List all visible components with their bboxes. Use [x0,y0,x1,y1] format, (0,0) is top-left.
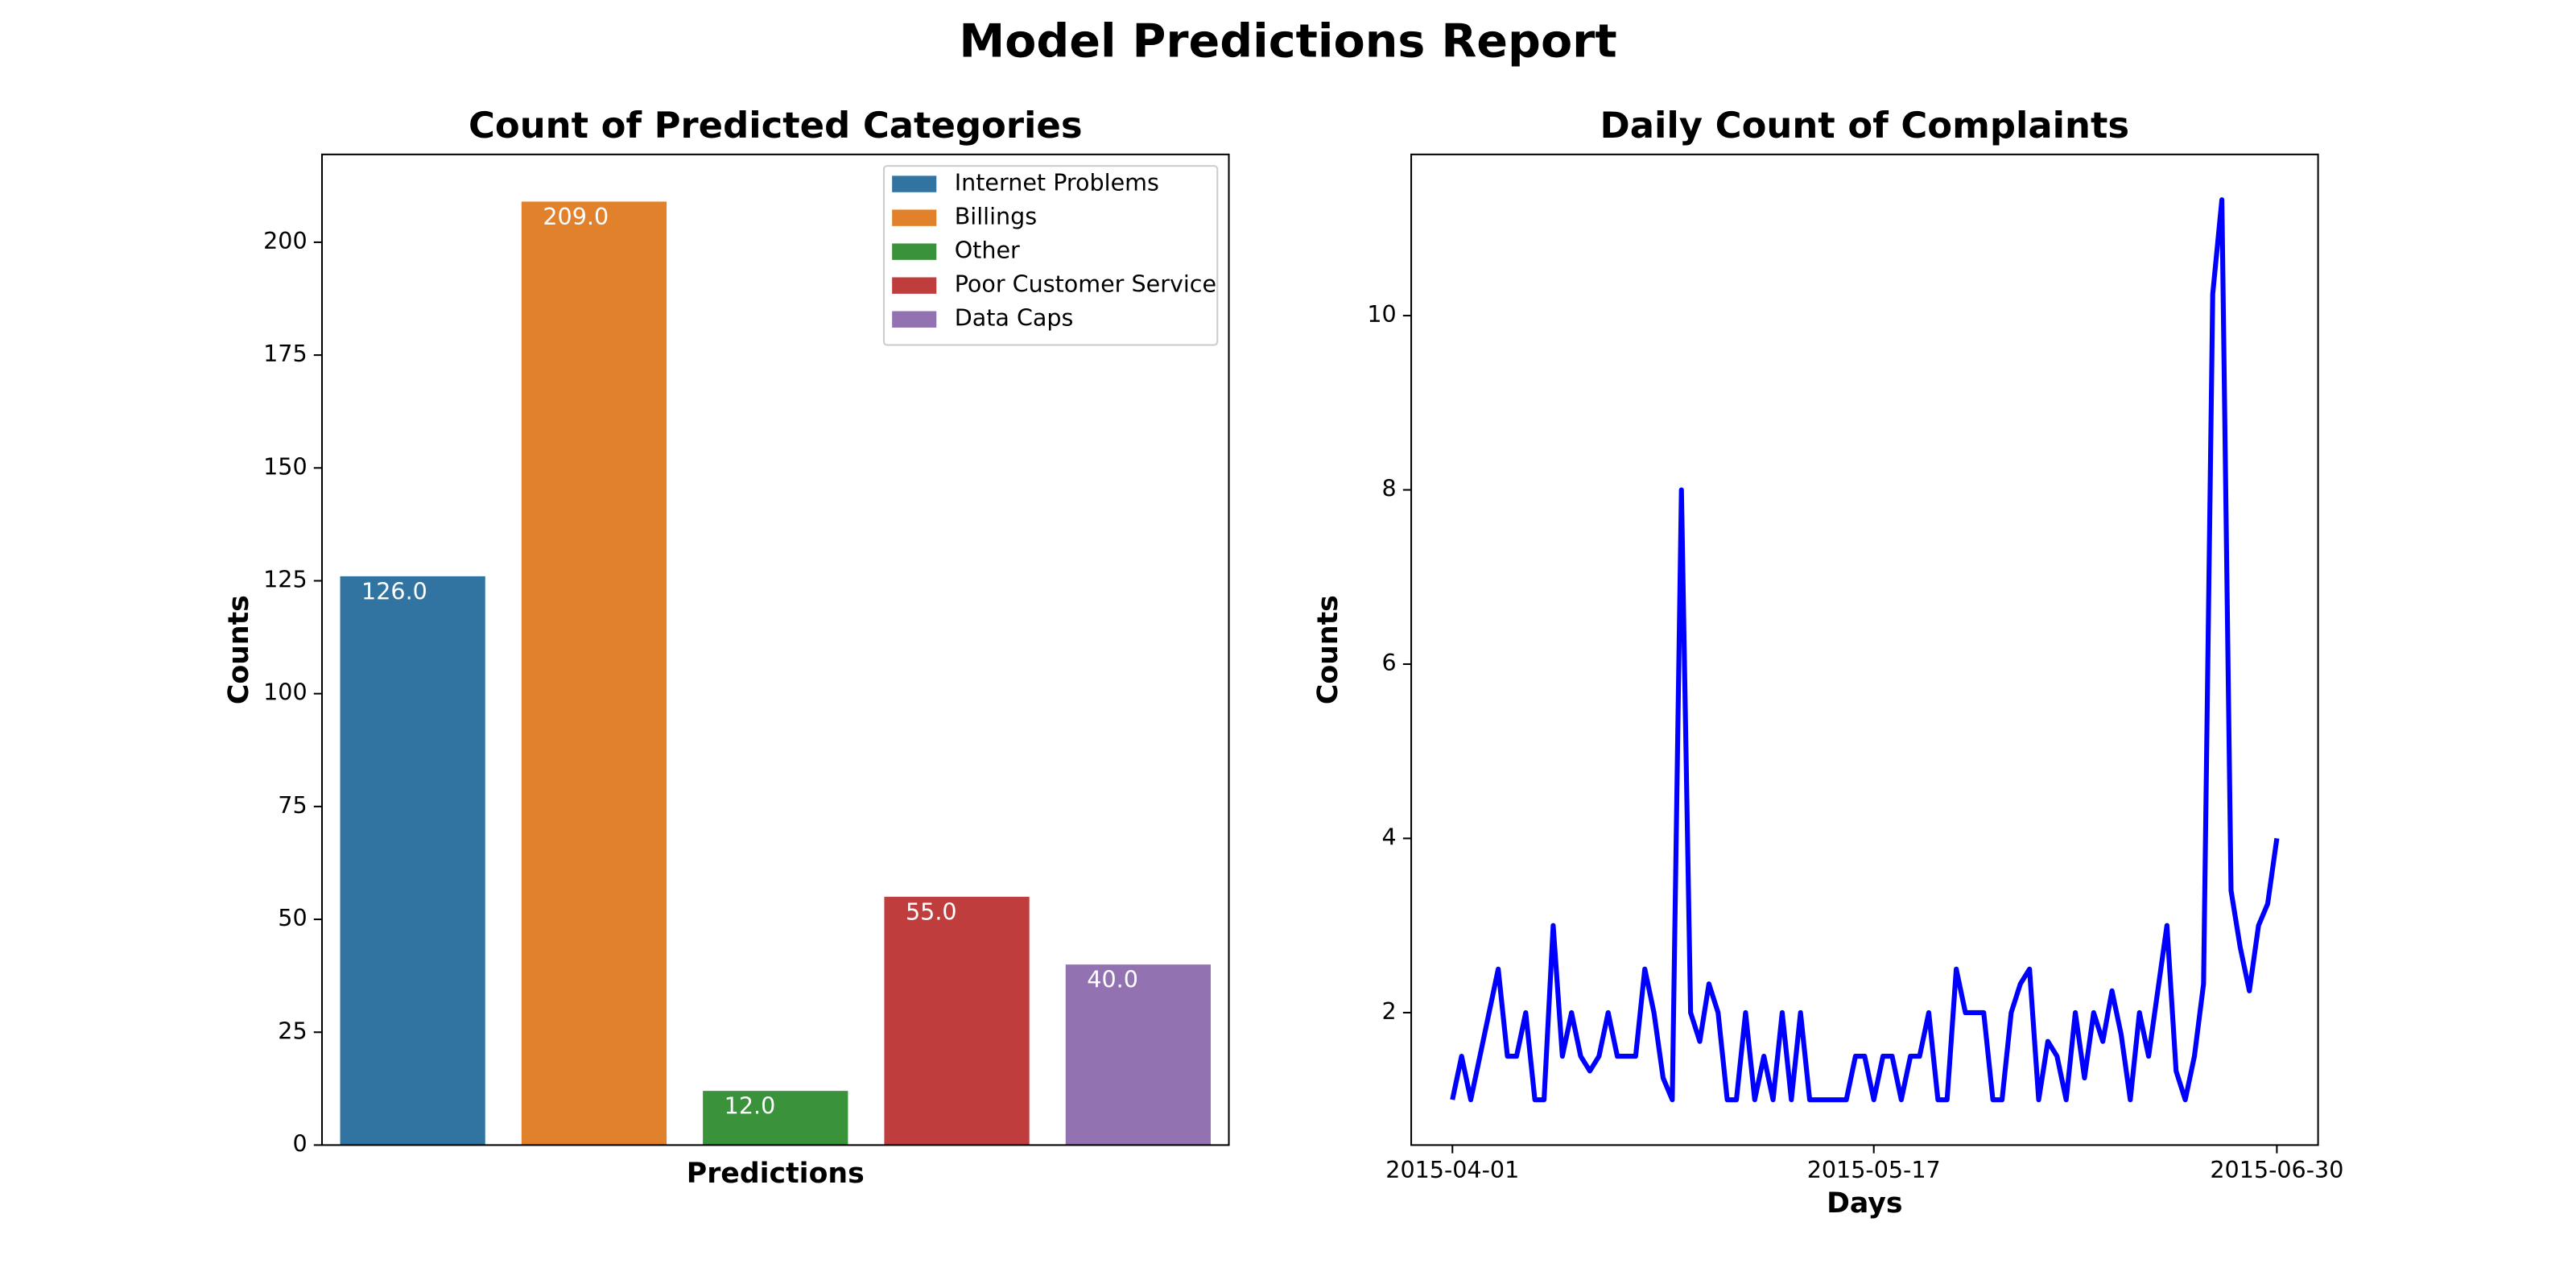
x-tick-label: 2015-06-30 [2210,1156,2343,1183]
y-axis-label: Counts [1312,595,1344,704]
y-axis-label: Counts [223,595,255,704]
y-tick-label: 100 [263,679,308,706]
figure-title: Model Predictions Report [959,15,1616,68]
bar-value-label: 12.0 [724,1092,776,1120]
axes-frame [1410,153,2319,1146]
legend-swatch [892,209,937,226]
y-tick-label: 8 [1382,475,1397,502]
y-tick-label: 4 [1382,823,1397,850]
y-tick-label: 25 [278,1017,307,1044]
legend-box [882,165,1219,346]
subplot-title: Daily Count of Complaints [1600,104,2129,147]
legend-label: Data Caps [955,304,1074,332]
x-tick-label: 2015-05-17 [1807,1156,1941,1183]
legend-label: Other [955,237,1020,264]
legend-label: Billings [955,203,1037,230]
bar-value-label: 209.0 [543,203,609,230]
legend-swatch [892,311,937,328]
subplot-title: Count of Predicted Categories [469,104,1083,147]
legend-swatch [892,175,937,192]
legend-swatch [892,277,937,294]
bar [884,897,1030,1146]
bar-value-label: 40.0 [1087,966,1138,993]
bar [703,1091,848,1146]
line-series [1450,197,2280,1103]
bar [340,576,485,1146]
axes-frame [320,153,1230,1146]
y-tick-label: 2 [1382,997,1397,1025]
bar [1065,964,1211,1146]
x-axis-label: Predictions [687,1158,865,1190]
legend-swatch [892,243,937,260]
y-tick-label: 125 [263,565,308,592]
bar-value-label: 55.0 [906,898,957,925]
y-tick-label: 50 [278,904,307,931]
legend-label: Poor Customer Service [955,270,1216,298]
x-axis-label: Days [1827,1187,1902,1220]
y-tick-label: 200 [263,227,308,254]
bar [521,201,667,1146]
y-tick-label: 150 [263,452,308,480]
y-tick-label: 0 [292,1129,307,1157]
legend-label: Internet Problems [955,169,1159,196]
x-tick-label: 2015-04-01 [1385,1156,1519,1183]
y-tick-label: 175 [263,340,308,367]
y-tick-label: 10 [1367,300,1396,328]
y-tick-label: 75 [278,791,307,819]
y-tick-label: 6 [1382,649,1397,676]
bar-value-label: 126.0 [361,577,427,605]
